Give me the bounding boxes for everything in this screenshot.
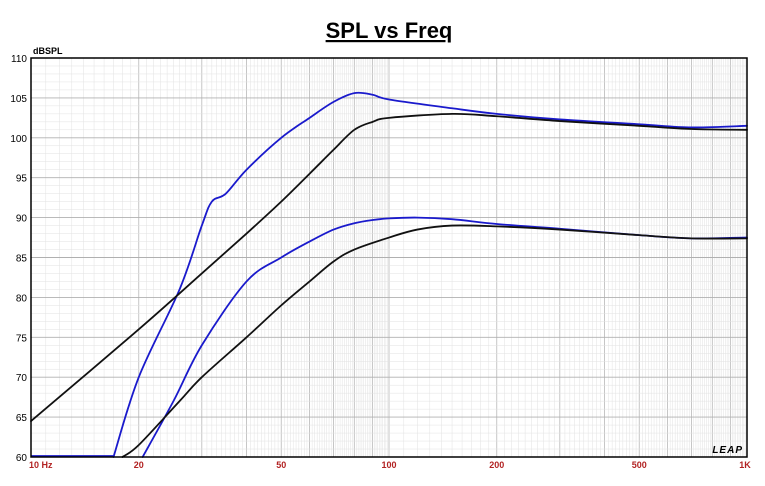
- y-tick-labels: 60 65 70 75 80 85 90 95 100 105 110: [10, 54, 27, 464]
- y-tick-label: 70: [16, 373, 28, 384]
- x-tick-label: 20: [134, 460, 144, 470]
- leap-watermark: LEAP: [712, 445, 743, 456]
- y-tick-label: 85: [16, 254, 28, 265]
- y-axis-unit-label: dBSPL: [33, 46, 63, 56]
- series-line-4: [121, 224, 748, 458]
- y-tick-label: 60: [16, 453, 28, 464]
- plot-frame: [30, 57, 748, 458]
- x-tick-label: 50: [276, 460, 286, 470]
- y-tick-label: 100: [10, 134, 27, 145]
- y-tick-label: 95: [16, 174, 28, 185]
- series-line-1: [112, 91, 748, 458]
- series-line-2: [30, 112, 748, 422]
- y-tick-label: 65: [16, 413, 28, 424]
- x-tick-label: 500: [632, 460, 647, 470]
- y-tick-label: 80: [16, 293, 28, 304]
- x-tick-label: 10 Hz: [29, 460, 53, 470]
- x-tick-labels: 10 Hz 20 50 100 200 500 1K: [29, 460, 751, 470]
- y-tick-label: 75: [16, 333, 28, 344]
- chart-title: SPL vs Freq: [326, 18, 453, 43]
- x-tick-label: 200: [489, 460, 504, 470]
- y-tick-label: 110: [11, 54, 27, 65]
- y-tick-label: 105: [10, 94, 27, 105]
- x-tick-label: 100: [381, 460, 396, 470]
- y-tick-label: 90: [16, 214, 28, 225]
- series-lines: [30, 91, 748, 458]
- x-tick-label: 1K: [739, 460, 751, 470]
